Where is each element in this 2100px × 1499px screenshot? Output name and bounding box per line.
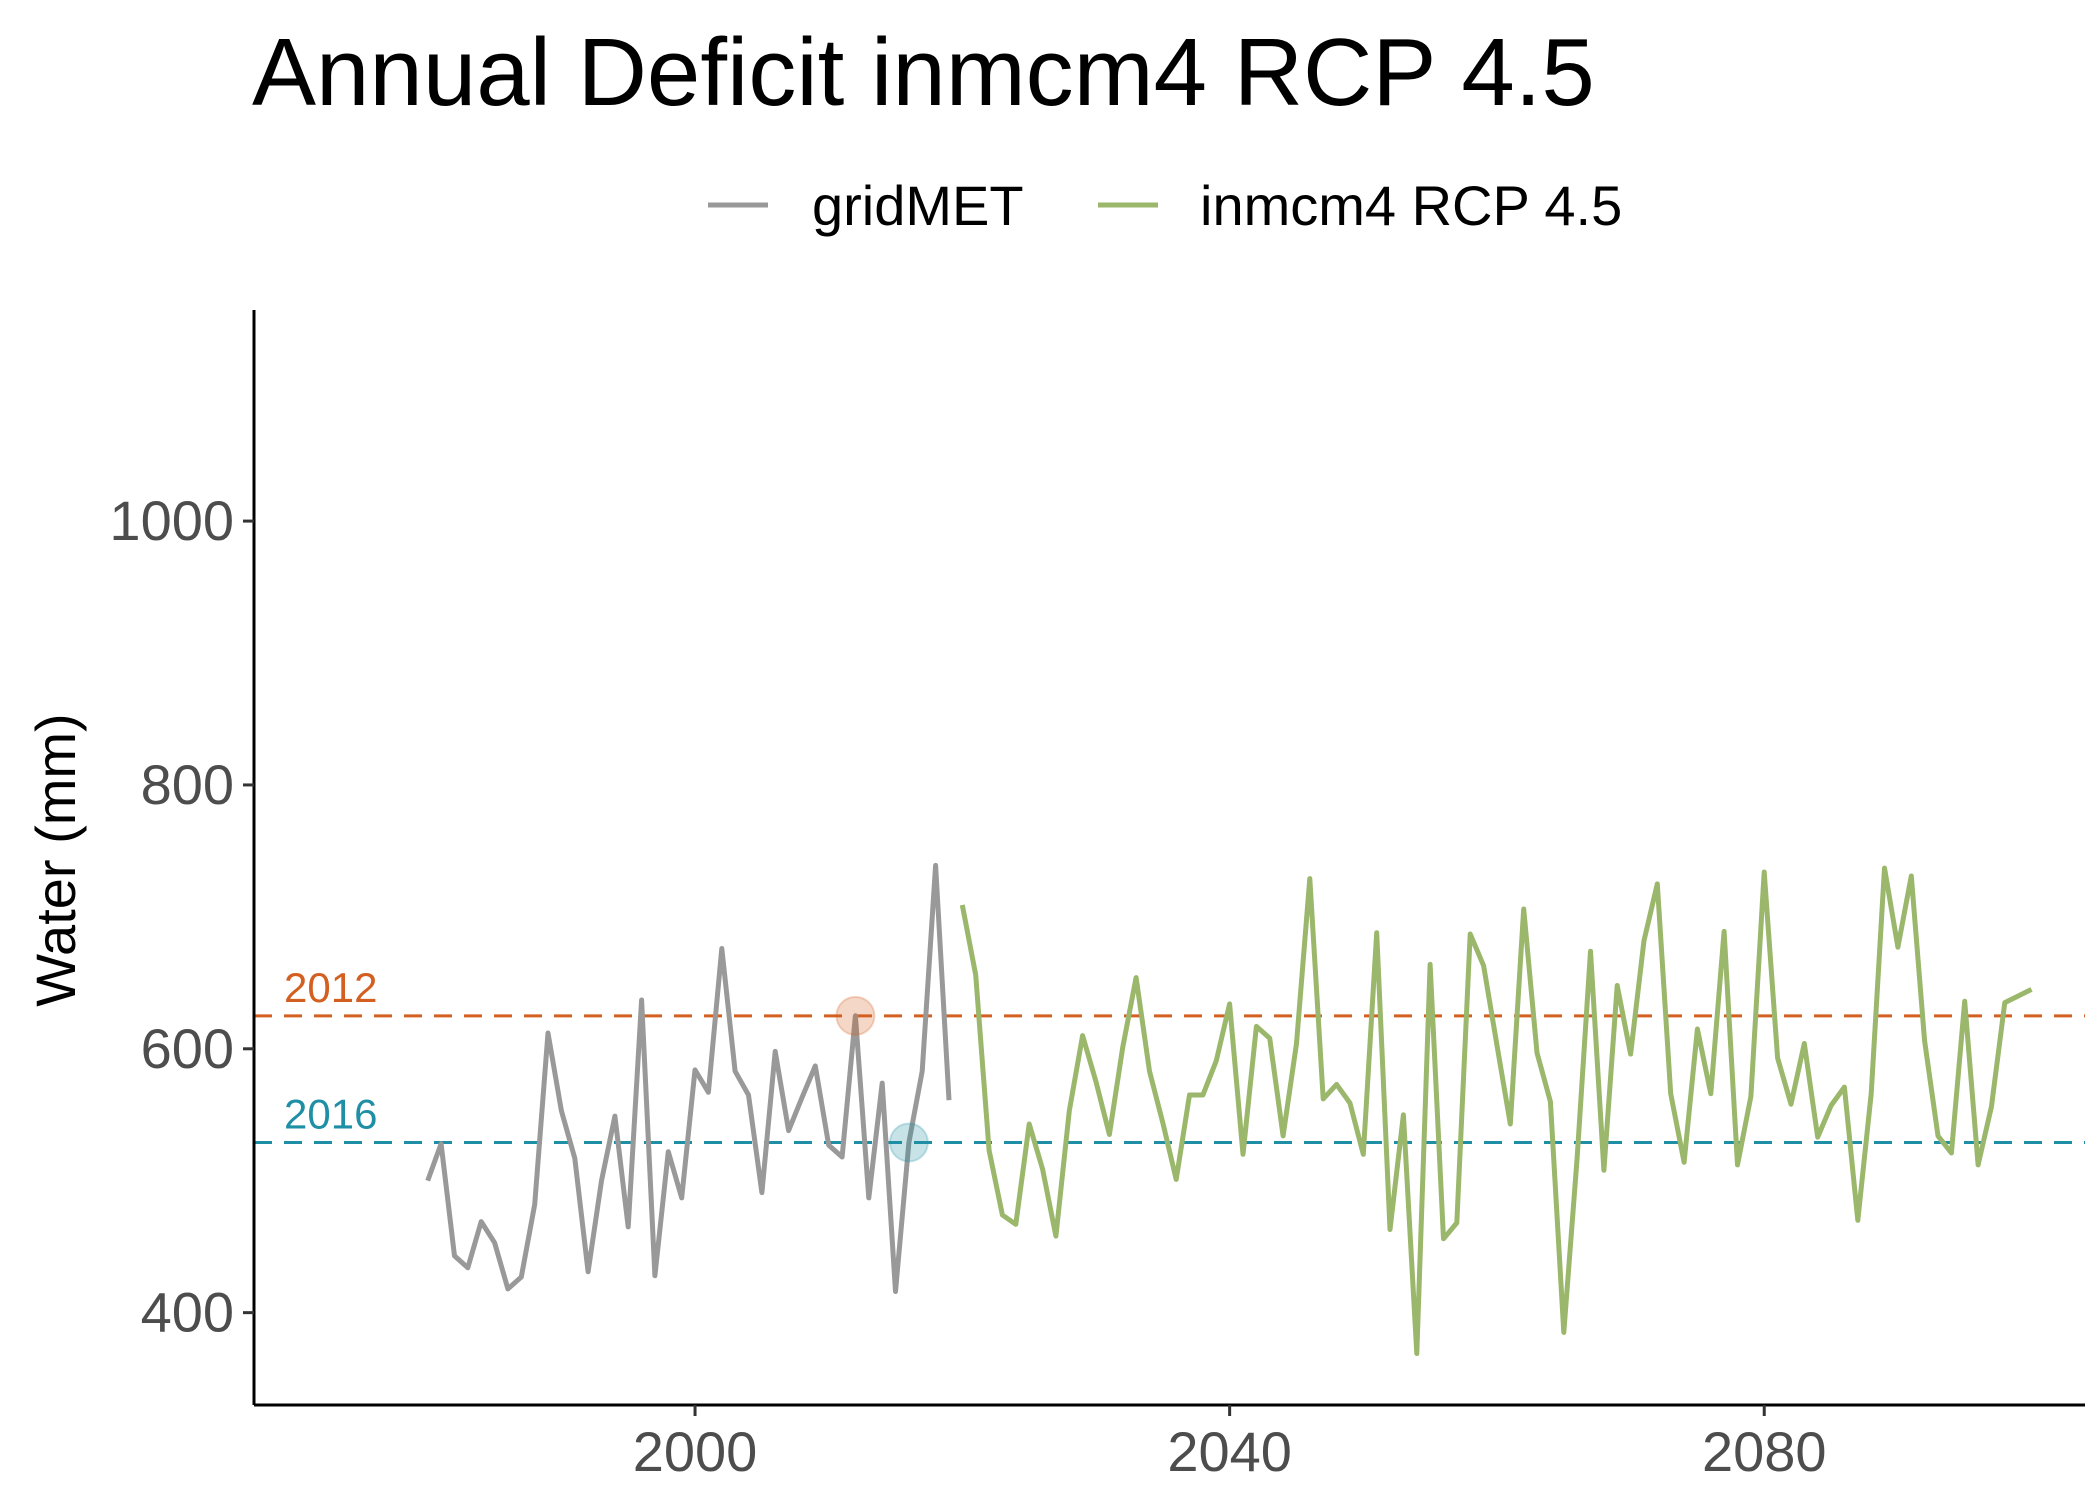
y-tick-label: 400: [141, 1281, 234, 1344]
highlight-point-2012: [835, 995, 876, 1036]
reference-label-2016: 2016: [284, 1090, 377, 1137]
reference-label-2012: 2012: [284, 964, 377, 1011]
legend-label-gridmet: gridMET: [812, 174, 1024, 237]
reference-lines: 2012 2016: [254, 964, 2085, 1144]
x-tick-label: 2080: [1702, 1420, 1827, 1483]
y-tick-label: 1000: [109, 489, 234, 552]
x-tick-label: 2040: [1167, 1420, 1292, 1483]
chart-title: Annual Deficit inmcm4 RCP 4.5: [252, 19, 1595, 126]
axes: 400 600 800 1000 2000 2040 2080: [109, 310, 2085, 1483]
y-tick-label: 800: [141, 753, 234, 816]
highlight-markers: [835, 995, 929, 1163]
y-axis-title: Water (mm): [24, 713, 87, 1006]
y-tick-label: 600: [141, 1017, 234, 1080]
series-line-gridmet: [425, 862, 952, 1294]
legend-label-inmcm4-rcp45: inmcm4 RCP 4.5: [1200, 174, 1622, 237]
highlight-point-2016: [888, 1122, 929, 1163]
x-tick-label: 2000: [633, 1420, 758, 1483]
series-layer: [425, 862, 2033, 1356]
legend: gridMET inmcm4 RCP 4.5: [708, 174, 1622, 237]
series-line-inmcm4-rcp45: [959, 865, 2033, 1356]
